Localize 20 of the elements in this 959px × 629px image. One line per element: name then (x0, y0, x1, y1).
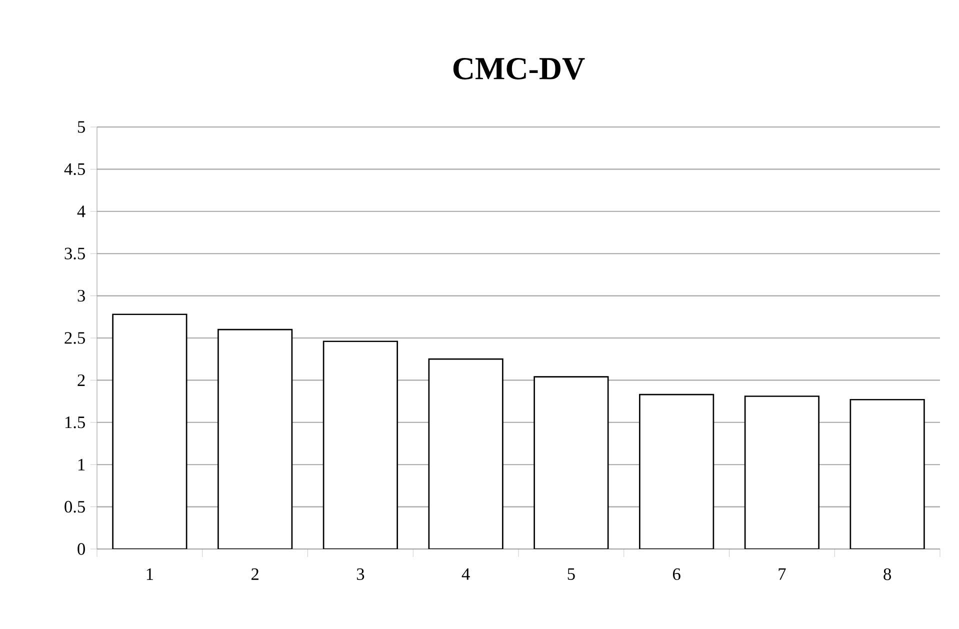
y-tick-label: 4 (77, 206, 86, 218)
y-tick-label: 3.5 (64, 248, 85, 260)
x-tick-label: 7 (778, 568, 786, 580)
x-tick-label: 4 (462, 568, 470, 580)
y-tick-label: 1.5 (65, 416, 85, 428)
y-tick-label: 4.5 (64, 163, 85, 176)
y-tick-label: 0.5 (64, 500, 85, 513)
y-tick-label: 2 (78, 374, 85, 386)
x-tick-label: 8 (884, 568, 891, 580)
y-tick-label: 0 (78, 543, 85, 555)
x-tick-label: 5 (568, 568, 575, 580)
x-tick-label: 1 (146, 568, 153, 580)
y-tick-label: 3 (78, 290, 85, 302)
x-tick-label: 3 (356, 568, 364, 580)
chart-title: CMC-DV (453, 58, 585, 80)
y-tick-label: 5 (78, 121, 85, 133)
x-tick-label: 2 (251, 568, 258, 580)
x-tick-label: 6 (672, 568, 680, 580)
y-tick-label: 1 (78, 458, 85, 470)
y-tick-label: 2.5 (64, 332, 85, 344)
